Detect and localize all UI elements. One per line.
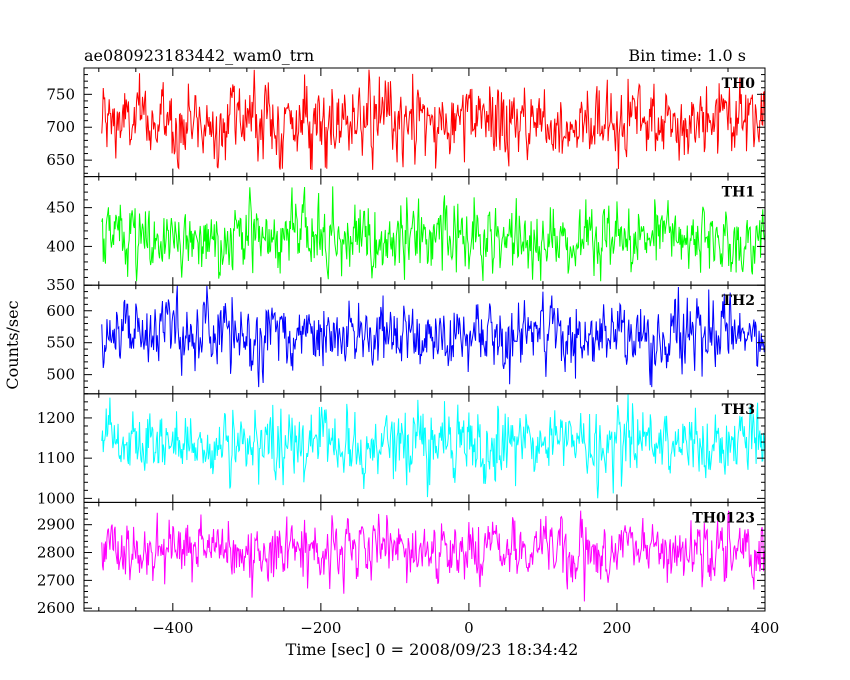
y-tick-label: 2600 [37,599,75,617]
y-tick-label: 2800 [37,544,75,562]
y-tick-label: 1100 [37,449,75,467]
panel-label-th0123: TH0123 [692,510,755,526]
y-tick-label: 550 [46,334,75,352]
y-tick-label: 450 [46,199,75,217]
y-tick-label: 400 [46,237,75,255]
x-axis: −400 −200 0 200 400 [152,619,779,637]
y-axis-label: Counts/sec [3,300,22,389]
x-axis-label: Time [sec] 0 = 2008/09/23 18:34:42 [286,640,579,659]
x-tick-label: −400 [152,619,193,637]
y-tick-label: 2700 [37,571,75,589]
x-tick-label: −200 [300,619,341,637]
y-tick-label: 600 [46,302,75,320]
panel-th0123: 2600 2700 2800 2900 TH0123 [37,501,766,617]
panel-th1: 350 400 450 TH1 [46,176,766,294]
x-tick-label: 0 [464,619,474,637]
series-line-th0123 [101,510,765,602]
y-tick-label: 1000 [37,489,75,507]
panel-th0: 650 700 750 TH0 [46,67,766,178]
panel-label-th1: TH1 [722,185,755,201]
panel-frame [83,501,766,612]
y-tick-label: 750 [46,85,75,103]
y-tick-label: 2900 [37,516,75,534]
panel-label-th2: TH2 [722,293,755,309]
x-tick-label: 200 [603,619,632,637]
y-tick-label: 500 [46,366,75,384]
panel-th3: 1000 1100 1200 TH3 [37,393,766,507]
y-tick-label: 350 [46,276,75,294]
chart-title: ae080923183442_wam0_trn [84,46,314,65]
series-line-th0 [101,69,765,170]
panel-th2: 500 550 600 TH2 [46,284,766,395]
y-tick-label: 650 [46,151,75,169]
x-tick-label: 400 [751,619,780,637]
panel-label-th3: TH3 [722,402,755,418]
series-line-th2 [101,285,765,388]
bin-time-label: Bin time: 1.0 s [628,46,746,65]
series-line-th1 [101,186,765,282]
y-tick-label: 1200 [37,409,75,427]
y-tick-label: 700 [46,118,75,136]
panel-label-th0: TH0 [722,76,756,92]
panels-group: 650 700 750 TH0 350 400 450 TH1 500 550 600 TH2 1000… [37,67,766,617]
series-line-th3 [101,394,765,499]
